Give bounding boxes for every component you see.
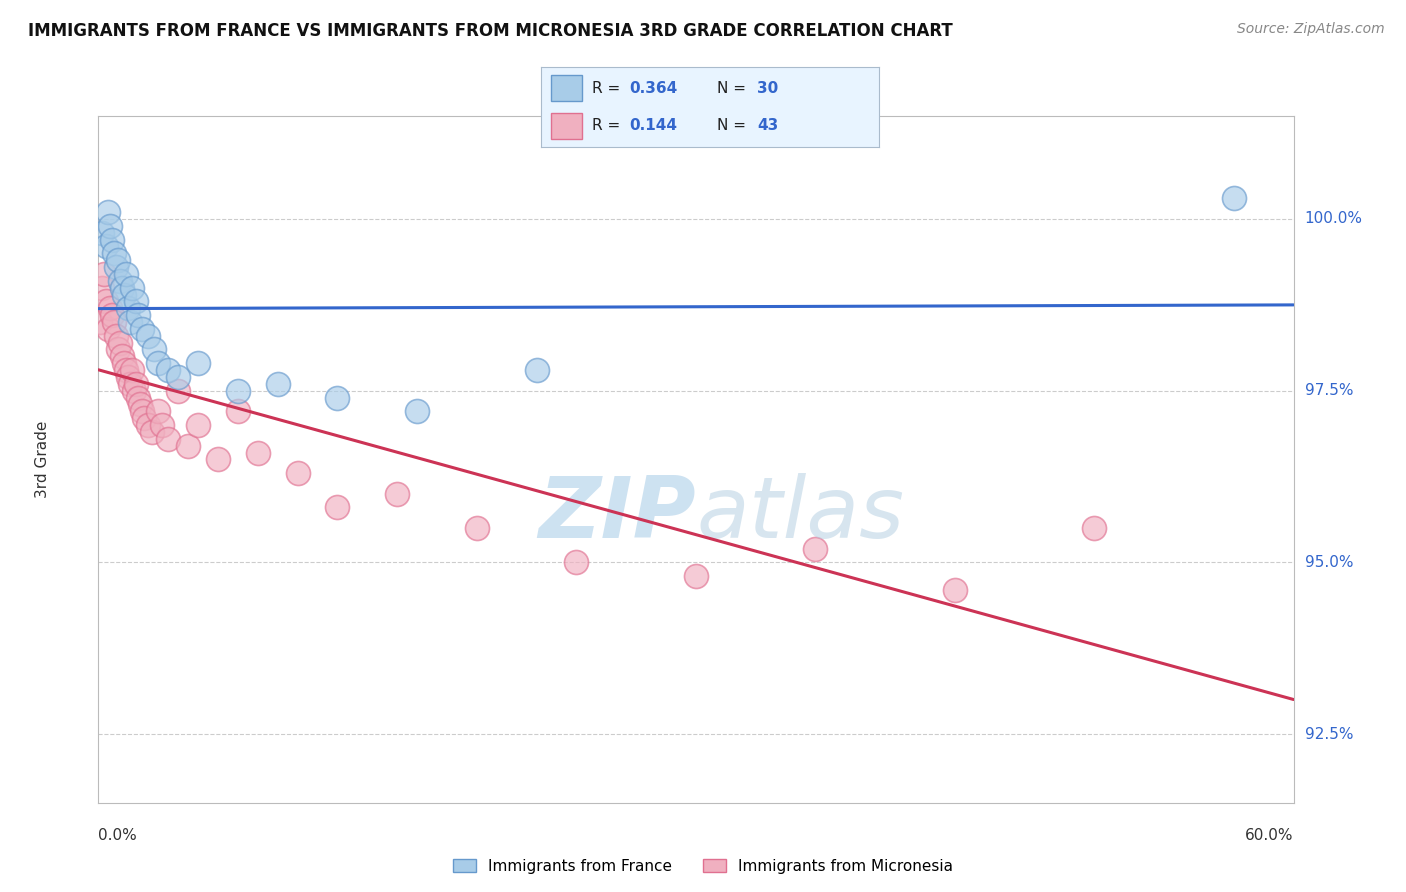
Point <box>107 343 129 357</box>
Point <box>97 205 120 219</box>
Point <box>565 555 588 569</box>
Point <box>167 370 190 384</box>
Point <box>177 439 200 453</box>
Point <box>136 328 159 343</box>
Text: N =: N = <box>717 81 751 96</box>
Point <box>91 281 114 295</box>
Point <box>121 281 143 295</box>
Point <box>125 294 148 309</box>
Text: 0.0%: 0.0% <box>98 828 138 843</box>
Point <box>326 500 349 515</box>
Point <box>134 411 156 425</box>
Point <box>96 294 118 309</box>
Point <box>110 335 132 350</box>
Point <box>267 376 290 391</box>
Point <box>157 363 180 377</box>
Point <box>93 267 115 281</box>
Point <box>226 404 249 418</box>
Point <box>125 376 148 391</box>
Point <box>526 363 548 377</box>
Point <box>120 376 142 391</box>
Point <box>1223 191 1246 205</box>
Text: 43: 43 <box>758 118 779 133</box>
Point <box>101 233 124 247</box>
Point <box>96 239 118 253</box>
Point <box>103 315 125 329</box>
Legend: Immigrants from France, Immigrants from Micronesia: Immigrants from France, Immigrants from … <box>447 853 959 880</box>
Point <box>465 521 488 535</box>
Bar <box>551 112 582 139</box>
Point <box>385 486 409 500</box>
Text: 60.0%: 60.0% <box>1246 828 1294 843</box>
Point <box>98 301 122 316</box>
Point <box>115 267 138 281</box>
Text: 0.144: 0.144 <box>628 118 678 133</box>
Point <box>120 315 142 329</box>
Point <box>98 219 122 233</box>
Text: atlas: atlas <box>696 473 904 556</box>
Text: N =: N = <box>717 118 751 133</box>
Text: 100.0%: 100.0% <box>1305 211 1362 227</box>
Point <box>207 452 229 467</box>
Point <box>112 287 135 301</box>
Point <box>187 356 209 370</box>
Point <box>226 384 249 398</box>
Point <box>131 322 153 336</box>
Point <box>157 432 180 446</box>
Point <box>167 384 190 398</box>
Point <box>117 370 139 384</box>
Text: 30: 30 <box>758 81 779 96</box>
Point <box>105 328 128 343</box>
Text: 3rd Grade: 3rd Grade <box>35 421 51 498</box>
Point <box>187 417 209 432</box>
Point <box>115 363 138 377</box>
Point <box>943 582 966 597</box>
Point <box>127 308 149 322</box>
Point <box>685 569 707 583</box>
Point <box>287 466 309 480</box>
Point <box>111 281 134 295</box>
Point <box>127 391 149 405</box>
Point <box>136 417 159 432</box>
Point <box>326 391 349 405</box>
Point <box>97 322 120 336</box>
Point <box>91 226 114 240</box>
Point <box>406 404 429 418</box>
Text: ZIP: ZIP <box>538 473 696 556</box>
Point <box>103 246 125 260</box>
Point <box>143 343 166 357</box>
Text: 95.0%: 95.0% <box>1305 555 1353 570</box>
Text: R =: R = <box>592 81 626 96</box>
Point <box>150 417 173 432</box>
Point <box>148 356 170 370</box>
Point <box>246 445 269 459</box>
Point <box>124 384 146 398</box>
Point <box>107 253 129 268</box>
Text: 92.5%: 92.5% <box>1305 727 1353 741</box>
Point <box>804 541 827 556</box>
Point <box>141 425 163 439</box>
Point <box>112 356 135 370</box>
Point <box>89 315 111 329</box>
Point <box>121 363 143 377</box>
Point <box>131 404 153 418</box>
Point <box>101 308 124 322</box>
Text: Source: ZipAtlas.com: Source: ZipAtlas.com <box>1237 22 1385 37</box>
Point <box>105 260 128 274</box>
Text: 0.364: 0.364 <box>628 81 678 96</box>
Point <box>111 349 134 363</box>
Point <box>117 301 139 316</box>
Point <box>148 404 170 418</box>
Point <box>110 274 132 288</box>
Text: IMMIGRANTS FROM FRANCE VS IMMIGRANTS FROM MICRONESIA 3RD GRADE CORRELATION CHART: IMMIGRANTS FROM FRANCE VS IMMIGRANTS FRO… <box>28 22 953 40</box>
Bar <box>551 75 582 102</box>
Point <box>129 397 152 411</box>
Text: 97.5%: 97.5% <box>1305 384 1353 398</box>
Text: R =: R = <box>592 118 626 133</box>
Point <box>1083 521 1105 535</box>
